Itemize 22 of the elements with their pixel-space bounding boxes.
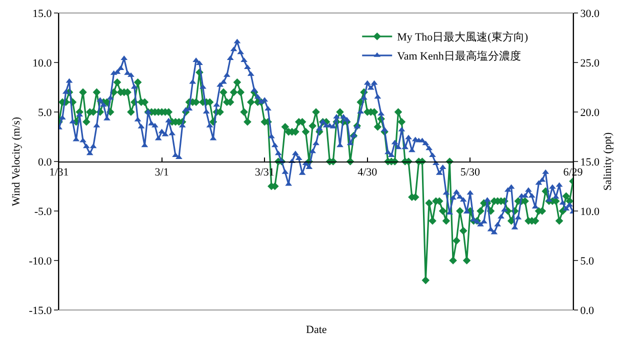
legend-label: My Tho日最大風速(東方向) (397, 30, 528, 44)
x-tick-label: 3/1 (154, 166, 169, 179)
y2-tick-label: 20.0 (580, 106, 600, 119)
y2-tick-label: 30.0 (580, 8, 600, 20)
y2-axis-title: Salinity (ppt) (602, 132, 614, 191)
y-tick-label: -15.0 (28, 304, 52, 317)
y2-tick-label: 25.0 (580, 57, 600, 70)
y-tick-label: 10.0 (32, 57, 52, 70)
x-tick-label: 4/30 (358, 166, 378, 179)
y-tick-label: 5.0 (38, 106, 52, 119)
y-axis-title: Wind Velocity (m/s) (10, 116, 23, 206)
y2-tick-label: 5.0 (580, 255, 594, 268)
x-axis-title: Date (306, 324, 327, 336)
y-tick-label: -10.0 (28, 255, 52, 268)
y2-tick-label: 0.0 (580, 304, 594, 317)
y2-tick-label: 15.0 (580, 156, 600, 168)
y-tick-label: 0.0 (38, 156, 52, 168)
x-tick-label: 5/30 (460, 166, 480, 179)
y2-tick-label: 10.0 (580, 206, 600, 218)
y-tick-label: -5.0 (34, 206, 52, 218)
y-tick-label: 15.0 (32, 8, 52, 20)
legend-label: Vam Kenh日最高塩分濃度 (397, 50, 521, 63)
